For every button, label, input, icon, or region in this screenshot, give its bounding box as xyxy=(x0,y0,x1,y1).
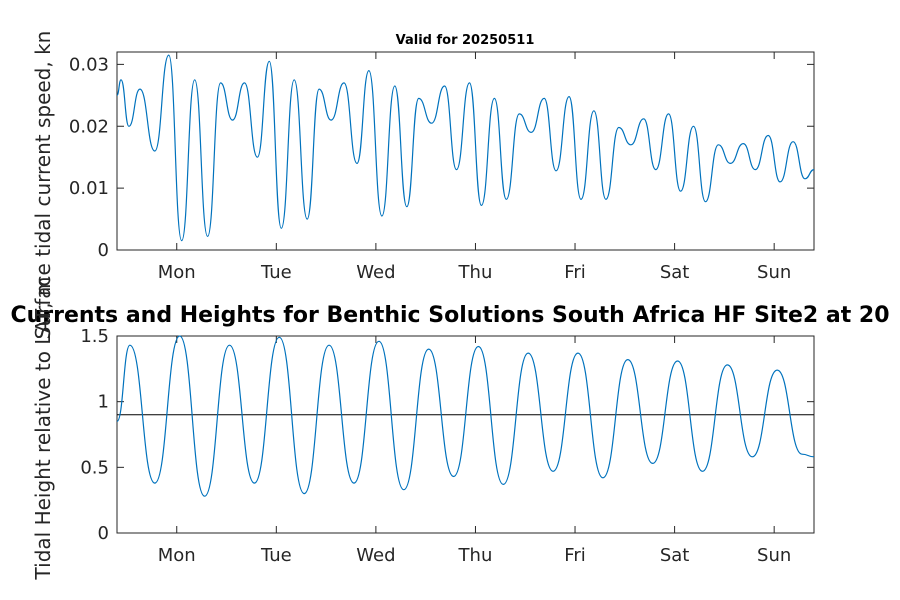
tidal-height-xtick-label: Sat xyxy=(660,545,690,566)
current-speed-ylabel: Surface tidal current speed, kn xyxy=(31,31,55,340)
tidal-height-plot-area xyxy=(116,335,815,497)
tidal-height-ytick-label: 0.5 xyxy=(80,457,109,478)
tidal-height-xtick-label: Sun xyxy=(757,545,791,566)
current-speed-xtick-label: Sun xyxy=(757,262,791,283)
current-speed-tick-labels: 0 0.01 0.02 0.03 Mon Tue Wed Thu Fri Sat Sun xyxy=(69,54,791,283)
tidal-height-panel: 0 0.5 1 1.5 Mon Tue Wed Thu Fri Sat Sun xyxy=(80,326,815,566)
tidal-height-series-line xyxy=(116,335,815,497)
current-speed-xtick-label: Tue xyxy=(260,262,292,283)
current-speed-xtick-label: Wed xyxy=(356,262,395,283)
tidal-height-xtick-label: Mon xyxy=(158,545,196,566)
tidal-height-axes xyxy=(116,335,815,534)
current-speed-title: Valid for 20250511 xyxy=(396,33,535,48)
tidal-height-ytick-label: 1 xyxy=(98,392,109,413)
current-speed-xtick-label: Sat xyxy=(660,262,690,283)
current-speed-ticks xyxy=(117,52,814,251)
tidal-height-xtick-label: Tue xyxy=(260,545,292,566)
main-title: Currents and Heights for Benthic Solutio… xyxy=(10,303,889,328)
tidal-height-xtick-label: Fri xyxy=(564,545,585,566)
current-speed-xtick-label: Fri xyxy=(564,262,585,283)
current-speed-xtick-label: Thu xyxy=(458,262,493,283)
tidal-height-xtick-label: Wed xyxy=(356,545,395,566)
tidal-height-xtick-label: Thu xyxy=(458,545,493,566)
current-speed-ytick-label: 0.02 xyxy=(69,116,109,137)
tidal-height-ylabel: Tidal Height relative to LAT, m xyxy=(31,277,55,581)
current-speed-series-line xyxy=(116,54,815,242)
current-speed-panel: Valid for 20250511 0 0.01 0.02 0.03 Mon Tue We… xyxy=(69,33,815,283)
current-speed-ytick-label: 0 xyxy=(98,240,109,261)
current-speed-plot-area xyxy=(116,54,815,242)
current-speed-axes xyxy=(116,51,815,251)
tidal-height-tick-labels: 0 0.5 1 1.5 Mon Tue Wed Thu Fri Sat Sun xyxy=(80,326,791,566)
current-speed-ytick-label: 0.01 xyxy=(69,178,109,199)
current-speed-ytick-label: 0.03 xyxy=(69,54,109,75)
current-speed-xtick-label: Mon xyxy=(158,262,196,283)
tidal-height-ytick-label: 1.5 xyxy=(80,326,109,347)
tidal-height-ytick-label: 0 xyxy=(98,523,109,544)
